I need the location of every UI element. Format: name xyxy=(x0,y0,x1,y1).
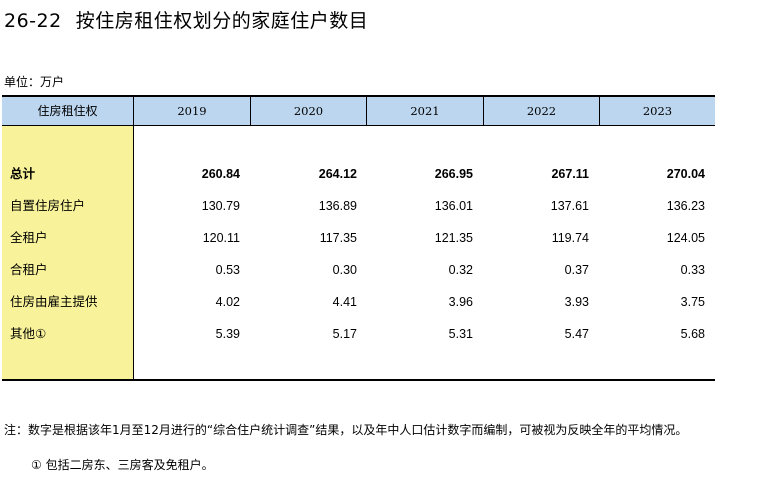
cell-value: 266.95 xyxy=(434,167,473,181)
data-table: 住房租住权 2019 2020 2021 2022 2023 总计 260.84… xyxy=(2,95,715,381)
row-label: 全租户 xyxy=(10,230,48,245)
cell-value: 0.37 xyxy=(564,263,589,277)
cell-value: 270.04 xyxy=(666,167,705,181)
cell-value: 5.47 xyxy=(564,327,589,341)
cell-value: 0.33 xyxy=(680,263,705,277)
cell-value: 136.01 xyxy=(434,199,473,213)
header-year: 2021 xyxy=(367,97,484,125)
cell-value: 4.02 xyxy=(215,295,240,309)
cell-value: 0.30 xyxy=(332,263,357,277)
table-header xyxy=(2,97,715,126)
header-stub: 住房租住权 xyxy=(2,97,134,125)
cell-value: 4.41 xyxy=(332,295,357,309)
cell-value: 5.68 xyxy=(680,327,705,341)
table-code: 26-22 xyxy=(4,10,62,32)
row-label: 其他① xyxy=(10,326,47,341)
cell-value: 5.31 xyxy=(448,327,473,341)
table-top-rule xyxy=(2,95,715,97)
cell-value: 267.11 xyxy=(551,167,589,181)
cell-value: 124.05 xyxy=(666,231,705,245)
row-label: 住房由雇主提供 xyxy=(10,294,98,309)
row-label: 合租户 xyxy=(10,262,48,277)
table-note: 注：数字是根据该年1月至12月进行的“综合住户统计调查”结果，以及年中人口估计数… xyxy=(4,423,688,437)
row-label: 自置住房住户 xyxy=(10,198,86,213)
cell-value: 260.84 xyxy=(201,167,240,181)
footnote: ① 包括二房东、三房客及免租户。 xyxy=(31,458,214,472)
table-row: 全租户 120.11 117.35 121.35 119.74 124.05 xyxy=(2,222,715,254)
table-row-total: 总计 260.84 264.12 266.95 267.11 270.04 xyxy=(2,158,715,190)
cell-value: 3.96 xyxy=(448,295,473,309)
cell-value: 121.35 xyxy=(434,231,473,245)
cell-value: 0.53 xyxy=(215,263,240,277)
cell-value: 136.89 xyxy=(318,199,357,213)
table-row: 住房由雇主提供 4.02 4.41 3.96 3.93 3.75 xyxy=(2,286,715,318)
table-row: 合租户 0.53 0.30 0.32 0.37 0.33 xyxy=(2,254,715,286)
header-year: 2020 xyxy=(251,97,367,125)
cell-value: 120.11 xyxy=(202,231,240,245)
cell-value: 119.74 xyxy=(551,231,589,245)
cell-value: 0.32 xyxy=(448,263,473,277)
cell-value: 5.39 xyxy=(215,327,240,341)
cell-value: 3.75 xyxy=(680,295,705,309)
row-label: 总计 xyxy=(10,166,36,181)
header-year: 2023 xyxy=(642,104,673,118)
table-title: 按住房租住权划分的家庭住户数目 xyxy=(75,10,369,32)
header-year: 2022 xyxy=(484,97,600,125)
cell-value: 136.23 xyxy=(666,199,705,213)
cell-value: 264.12 xyxy=(318,167,357,181)
cell-value: 117.35 xyxy=(319,231,357,245)
header-year: 2019 xyxy=(134,97,251,125)
cell-value: 137.61 xyxy=(550,199,589,213)
table-stub-column xyxy=(2,126,134,380)
cell-value: 130.79 xyxy=(201,199,240,213)
cell-value: 5.17 xyxy=(332,327,357,341)
cell-value: 3.93 xyxy=(564,295,589,309)
table-bottom-rule xyxy=(2,379,715,381)
unit-label: 单位：万户 xyxy=(4,75,65,89)
page-title: 26-22 按住房租住权划分的家庭住户数目 xyxy=(4,6,368,33)
table-row: 其他① 5.39 5.17 5.31 5.47 5.68 xyxy=(2,318,715,350)
table-row: 自置住房住户 130.79 136.89 136.01 137.61 136.2… xyxy=(2,190,715,222)
